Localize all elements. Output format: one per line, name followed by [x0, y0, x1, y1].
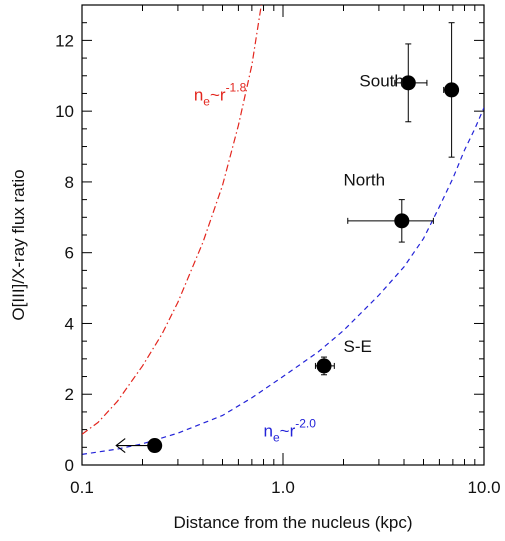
y-tick-label: 10	[55, 102, 74, 121]
curve-label-1: ne~r-2.0	[264, 417, 317, 445]
annotation-north: North	[344, 170, 386, 189]
data-point-4	[443, 22, 460, 158]
plot-border	[81, 4, 485, 466]
annotation-s-e: S-E	[344, 337, 372, 356]
annotations: South North S-E ne~r-1.8 ne~r-2.0	[194, 71, 404, 444]
y-axis-label: O[III]/X-ray flux ratio	[9, 169, 28, 320]
data-marker	[316, 358, 332, 374]
axes: 0 2 4 6 8 10 12 0.1 1.0 10.0 Distance from the nuc…	[9, 4, 501, 532]
y-tick-label: 4	[65, 314, 74, 333]
model-curves	[82, 5, 484, 455]
data-marker	[394, 213, 410, 229]
data-marker	[444, 82, 460, 98]
data-points	[115, 22, 460, 454]
model-curve-1	[82, 107, 484, 455]
upper-limit-arrow	[115, 438, 126, 453]
data-marker	[400, 75, 416, 91]
x-tick-label: 0.1	[70, 478, 94, 497]
plot-frame	[81, 4, 485, 466]
annotation-south: South	[359, 71, 403, 90]
y-tick-label: 12	[55, 31, 74, 50]
y-tick-label: 2	[65, 385, 74, 404]
data-point-1	[314, 356, 335, 376]
y-tick-label: 8	[65, 173, 74, 192]
data-point-3	[394, 43, 428, 123]
x-tick-label: 10.0	[467, 478, 500, 497]
x-tick-label: 1.0	[271, 478, 295, 497]
model-curve-0	[82, 5, 262, 435]
data-point-2	[347, 199, 434, 243]
x-axis-label: Distance from the nucleus (kpc)	[173, 513, 412, 532]
data-point-0	[115, 438, 163, 454]
y-tick-label: 6	[65, 244, 74, 263]
y-tick-label: 0	[65, 456, 74, 475]
curve-label-0: ne~r-1.8	[194, 81, 247, 109]
data-marker	[147, 438, 163, 454]
